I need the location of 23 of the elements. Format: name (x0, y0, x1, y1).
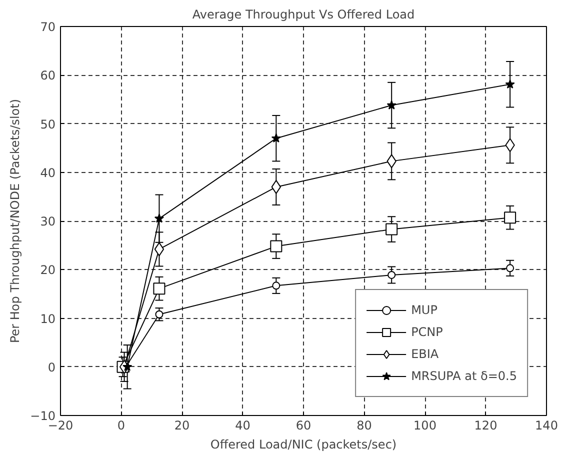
y-tick-label: 20 (40, 263, 56, 278)
x-tick-label: 20 (174, 418, 190, 432)
x-tick-label: 140 (535, 418, 558, 432)
y-tick-label: 70 (40, 20, 56, 34)
x-tick-label: 120 (474, 418, 498, 432)
x-tick-label: 40 (235, 418, 250, 432)
legend-label: MUP (411, 303, 438, 317)
x-tick-label: 0 (117, 418, 126, 432)
legend-label: EBIA (411, 347, 439, 361)
x-tick-label: 60 (296, 418, 312, 432)
y-tick-label: 0 (48, 360, 56, 374)
x-axis-title: Offered Load/NIC (packets/sec) (210, 438, 397, 452)
x-tick-label: 80 (356, 418, 372, 432)
y-tick-label: 30 (40, 214, 56, 228)
legend-label: MRSUPA at δ=0.5 (411, 369, 517, 383)
y-tick-label: 40 (40, 166, 56, 180)
y-tick-label: 50 (40, 117, 56, 132)
y-tick-label: 10 (40, 312, 56, 326)
y-tick-label: 60 (40, 68, 56, 83)
legend-label: PCNP (411, 325, 443, 339)
y-axis-title: Per Hop Throughput/NODE (Packets/slot) (8, 98, 22, 344)
chart-title: Average Throughput Vs Offered Load (192, 8, 415, 22)
x-tick-label: 100 (414, 418, 436, 432)
